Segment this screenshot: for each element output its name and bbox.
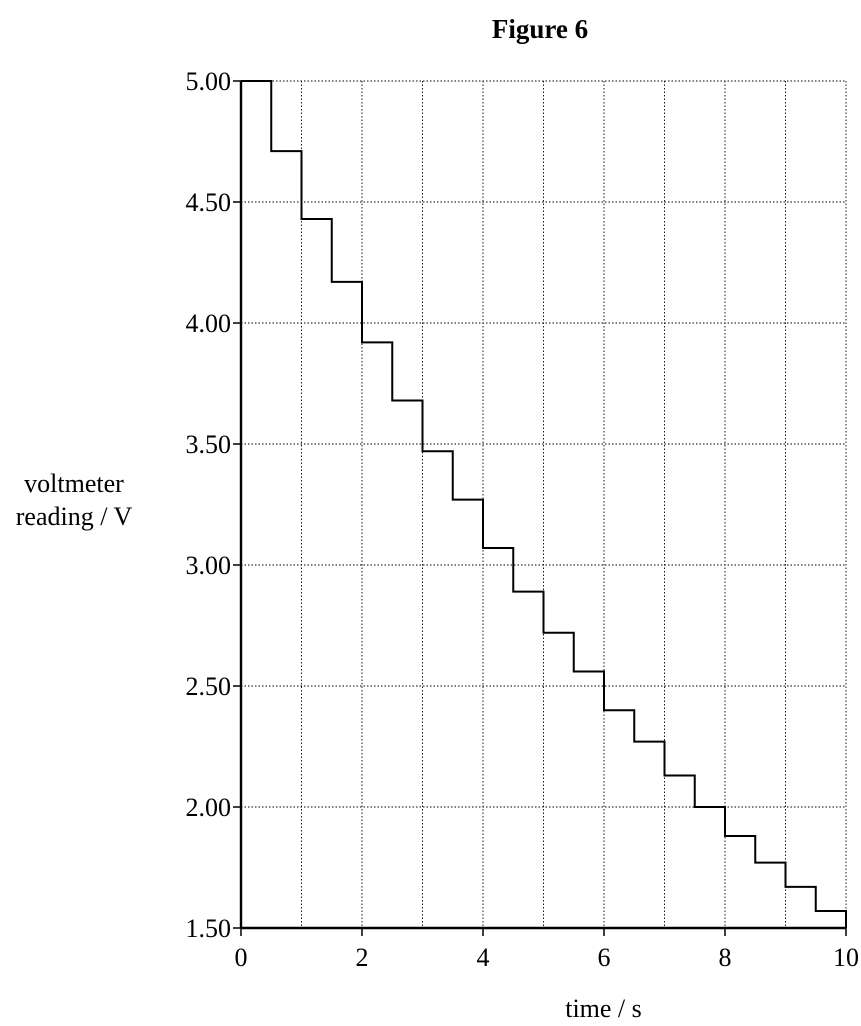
tick-labels: 1.50 2.00 2.50 3.00 3.50 4.00 4.50 5.00 0 2 4 6 8 10 — [186, 67, 860, 972]
x-tick-label: 0 — [235, 943, 248, 972]
y-tick-label: 2.00 — [186, 793, 232, 822]
x-tick-label: 6 — [598, 943, 611, 972]
series — [241, 80, 847, 928]
axes — [233, 80, 847, 936]
y-tick-label: 2.50 — [186, 672, 232, 701]
y-axis-title-line: voltmeter — [24, 469, 124, 498]
y-tick-label: 1.50 — [186, 914, 232, 943]
x-tick-label: 10 — [833, 943, 859, 972]
x-axis-title: time / s — [565, 994, 642, 1023]
x-tick-label: 4 — [477, 943, 490, 972]
x-tick-label: 2 — [356, 943, 369, 972]
axis-titles: time / s voltmeter reading / V — [16, 469, 642, 1023]
y-tick-label: 5.00 — [186, 67, 232, 96]
y-axis-title-line: reading / V — [16, 502, 133, 531]
x-tick-label: 8 — [719, 943, 732, 972]
figure-title: Figure 6 — [491, 14, 589, 44]
step-series-line — [241, 80, 847, 928]
grid — [241, 80, 847, 928]
y-tick-label: 3.50 — [186, 430, 232, 459]
y-tick-label: 4.50 — [186, 188, 232, 217]
y-tick-label: 3.00 — [186, 551, 232, 580]
y-tick-label: 4.00 — [186, 309, 232, 338]
